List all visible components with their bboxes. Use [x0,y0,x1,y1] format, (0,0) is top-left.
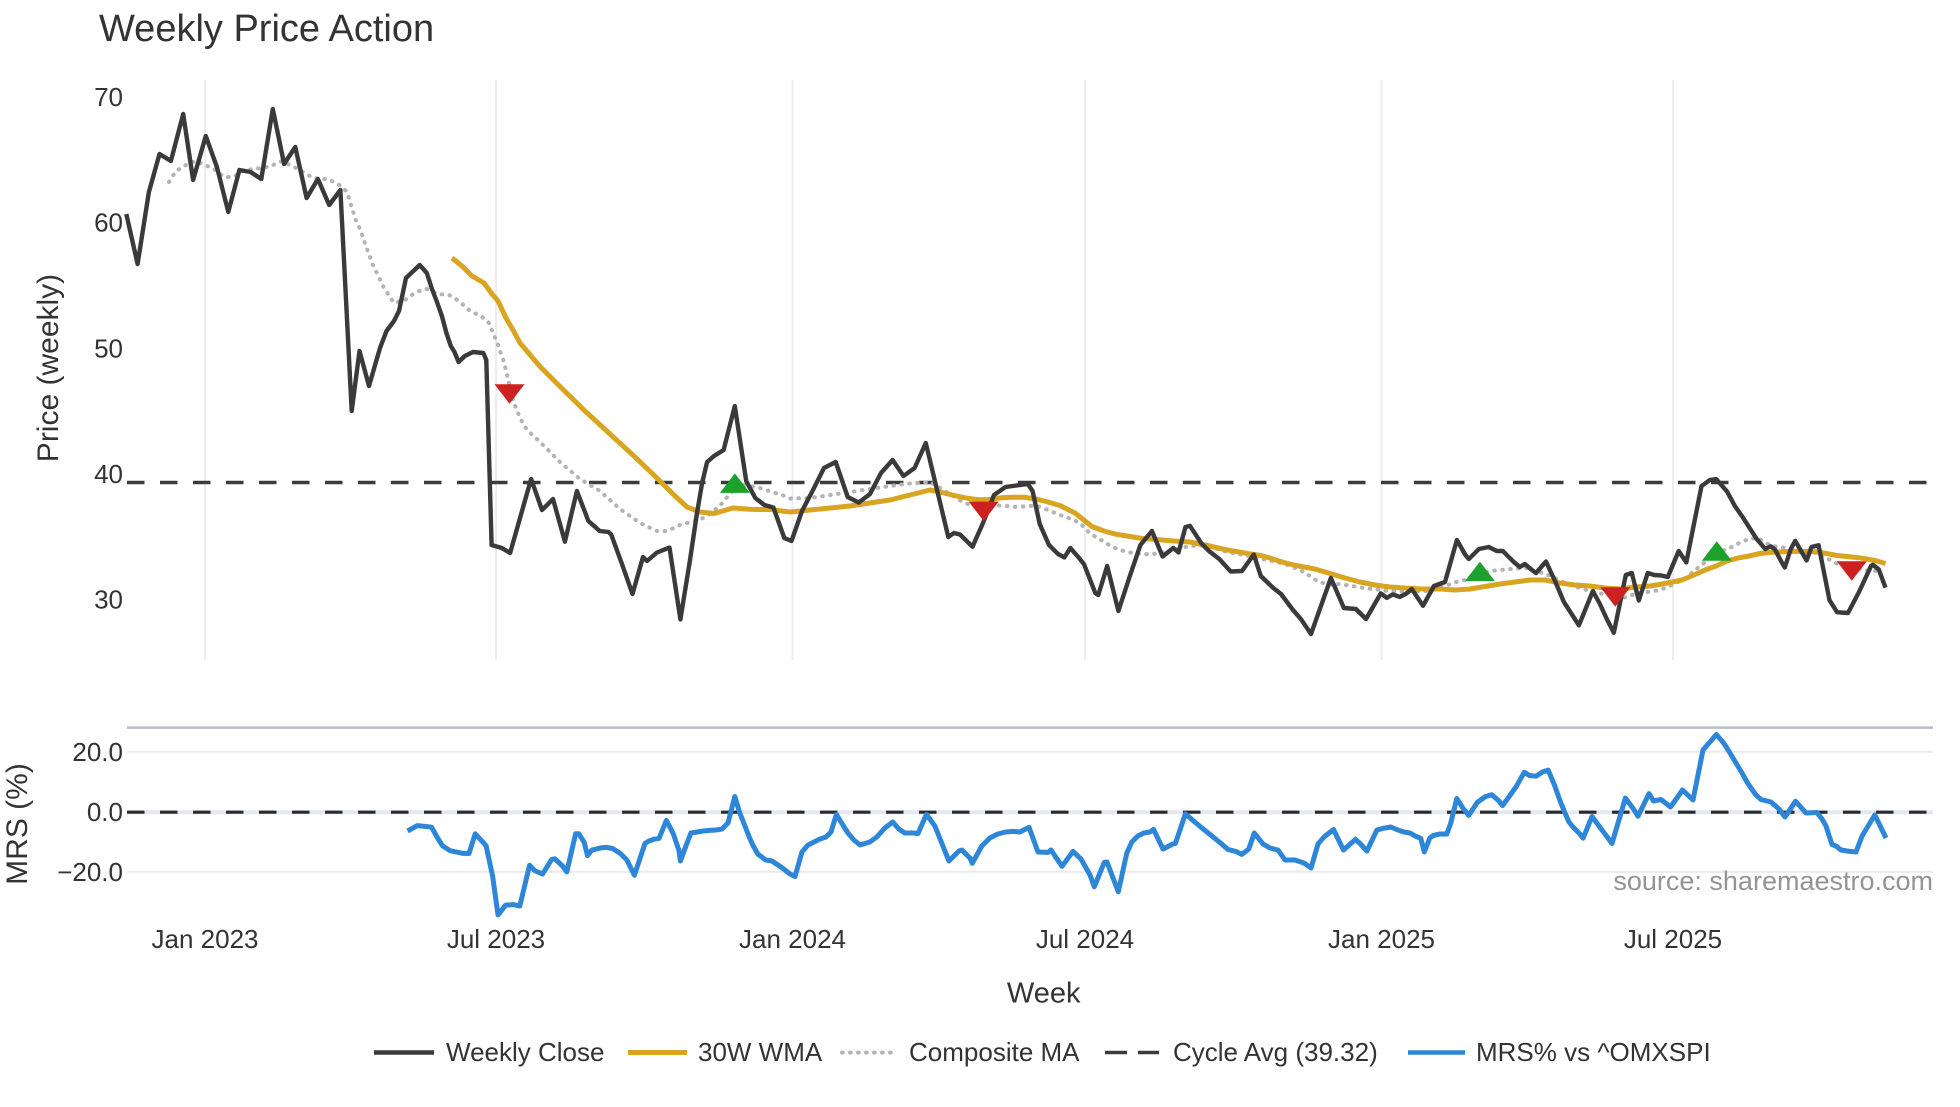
svg-text:60: 60 [94,208,123,238]
svg-text:Weekly Close: Weekly Close [446,1037,604,1067]
svg-text:Jul 2025: Jul 2025 [1624,924,1722,954]
svg-text:Cycle Avg (39.32): Cycle Avg (39.32) [1173,1037,1378,1067]
svg-text:MRS (%): MRS (%) [1,763,34,885]
svg-text:0.0: 0.0 [87,797,123,827]
svg-text:20.0: 20.0 [72,737,123,767]
svg-text:Composite MA: Composite MA [909,1037,1080,1067]
svg-text:MRS% vs ^OMXSPI: MRS% vs ^OMXSPI [1476,1037,1711,1067]
svg-text:Jan 2025: Jan 2025 [1328,924,1435,954]
svg-text:40: 40 [94,459,123,489]
svg-text:30: 30 [94,585,123,615]
svg-text:source: sharemaestro.com: source: sharemaestro.com [1613,866,1933,896]
svg-text:50: 50 [94,333,123,363]
svg-text:Jul 2024: Jul 2024 [1036,924,1134,954]
svg-text:Jan 2024: Jan 2024 [739,924,846,954]
svg-text:Week: Week [1007,978,1081,1010]
svg-text:70: 70 [94,82,123,112]
svg-text:30W WMA: 30W WMA [698,1037,823,1067]
svg-text:−20.0: −20.0 [57,857,123,887]
svg-text:Jan 2023: Jan 2023 [152,924,259,954]
svg-text:Jul 2023: Jul 2023 [447,924,545,954]
svg-text:Weekly Price Action: Weekly Price Action [99,8,434,50]
svg-text:Price (weekly): Price (weekly) [32,274,65,462]
